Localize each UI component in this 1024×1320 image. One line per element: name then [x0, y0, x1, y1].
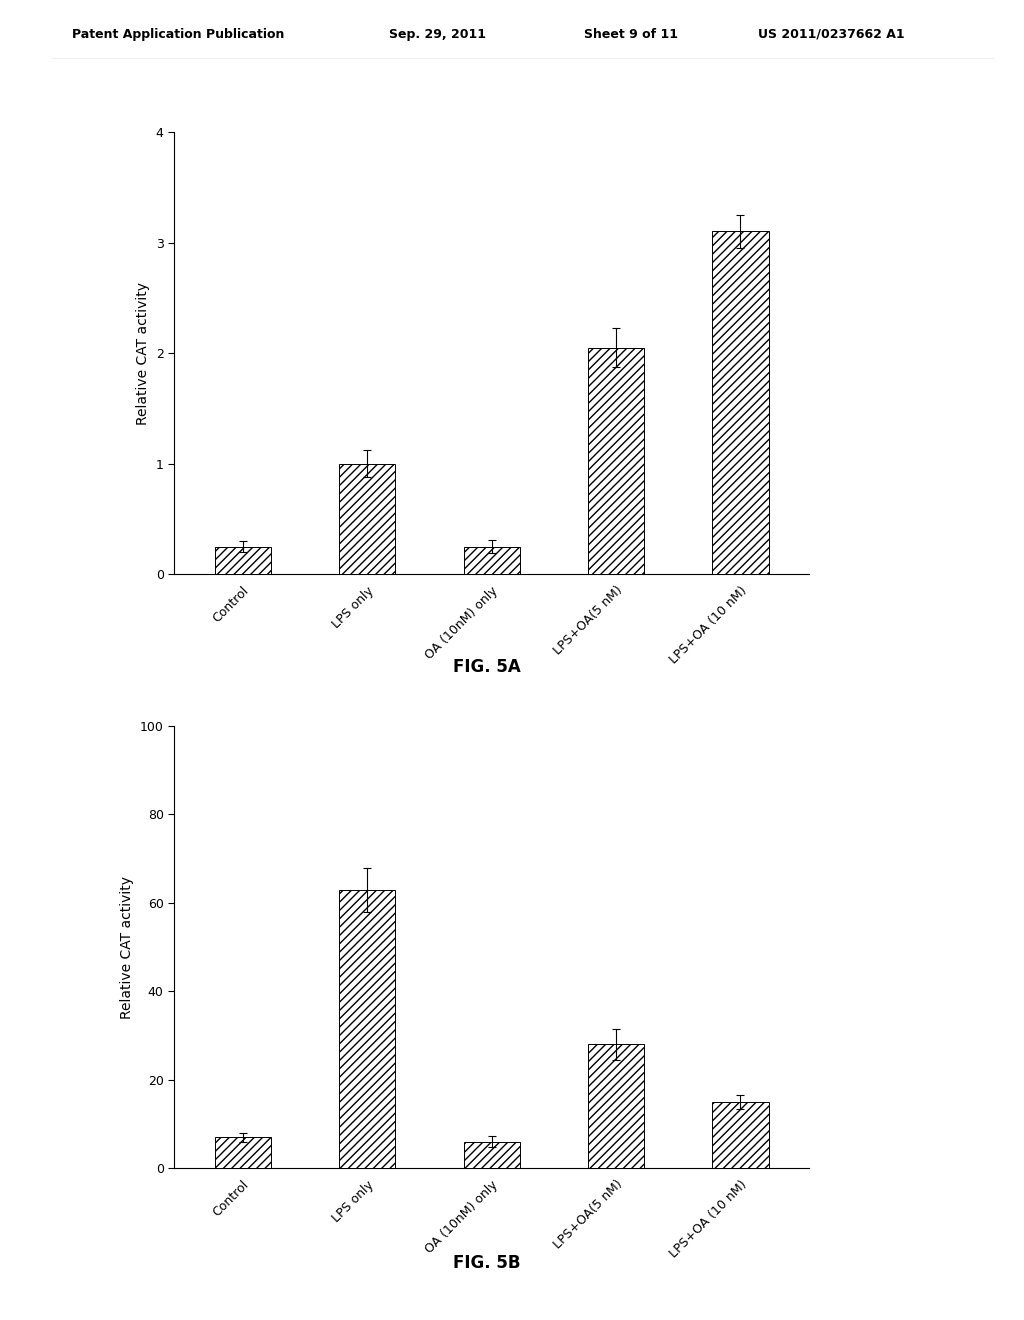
- Y-axis label: Relative CAT activity: Relative CAT activity: [136, 281, 151, 425]
- Bar: [215, 546, 270, 574]
- Text: Sep. 29, 2011: Sep. 29, 2011: [389, 28, 486, 41]
- Bar: [464, 1142, 519, 1168]
- Bar: [339, 890, 395, 1168]
- Bar: [588, 1044, 644, 1168]
- Text: Sheet 9 of 11: Sheet 9 of 11: [584, 28, 678, 41]
- Text: Patent Application Publication: Patent Application Publication: [72, 28, 284, 41]
- Bar: [215, 1138, 270, 1168]
- Bar: [588, 347, 644, 574]
- Text: US 2011/0237662 A1: US 2011/0237662 A1: [758, 28, 904, 41]
- Text: FIG. 5A: FIG. 5A: [453, 657, 520, 676]
- Bar: [713, 231, 768, 574]
- Text: FIG. 5B: FIG. 5B: [453, 1254, 520, 1272]
- Bar: [464, 546, 519, 574]
- Bar: [339, 463, 395, 574]
- Bar: [713, 1102, 768, 1168]
- Y-axis label: Relative CAT activity: Relative CAT activity: [120, 875, 134, 1019]
